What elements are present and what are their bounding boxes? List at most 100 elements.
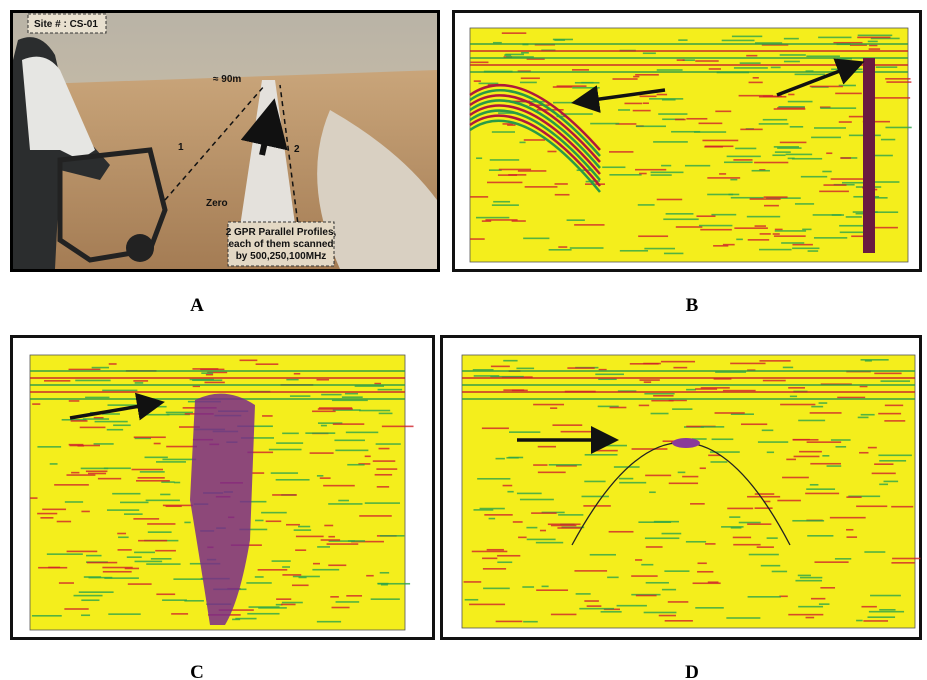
reflection-band [879, 609, 895, 611]
reflection-band [552, 424, 582, 426]
reflection-band [333, 423, 364, 425]
reflection-band [662, 99, 676, 101]
reflection-band [651, 174, 672, 176]
reflection-band [719, 173, 726, 175]
reflection-band [686, 541, 706, 543]
reflection-band [664, 570, 689, 572]
reflection-band [483, 568, 506, 570]
reflection-band [609, 174, 641, 176]
reflection-band [831, 178, 866, 180]
reflection-band [839, 121, 852, 123]
reflection-band [299, 577, 307, 579]
reflection-band [885, 127, 911, 129]
reflection-band [771, 67, 781, 69]
reflection-band [37, 446, 61, 448]
reflection-band [380, 535, 404, 537]
reflection-band [359, 410, 390, 412]
reflection-band [618, 109, 630, 111]
reflection-band [156, 461, 186, 463]
reflection-band [733, 159, 752, 161]
reflection-band [733, 537, 751, 539]
reflection-band [81, 468, 108, 470]
reflection-band [342, 396, 363, 398]
reflection-band [266, 520, 282, 522]
reflection-band [558, 246, 567, 248]
reflection-band [802, 229, 811, 231]
reflection-band [645, 475, 671, 477]
reflection-band [151, 558, 172, 560]
reflection-band [87, 562, 117, 564]
reflection-band [678, 472, 686, 474]
reflection-band [878, 454, 911, 456]
reflection-band [542, 586, 549, 588]
reflection-band [276, 479, 310, 481]
reflection-band [550, 407, 557, 409]
reflection-band [644, 381, 651, 383]
reflection-band [587, 605, 602, 607]
reflection-band [70, 445, 100, 447]
reflection-band [184, 522, 190, 524]
reflection-band [256, 363, 279, 365]
reflection-band [753, 77, 759, 79]
reflection-band [365, 502, 400, 504]
reflection-band [503, 360, 517, 362]
reflection-band [200, 369, 224, 371]
reflection-band [294, 529, 311, 531]
reflection-band [81, 614, 90, 616]
reflection-band [879, 484, 888, 486]
reflection-band [538, 472, 566, 474]
reflection-band [321, 425, 327, 427]
reflection-band [479, 83, 499, 85]
reflection-band [132, 469, 164, 471]
reflection-band [698, 562, 707, 564]
reflection-band [138, 540, 167, 542]
reflection-band [523, 238, 549, 240]
reflection-band [30, 497, 37, 499]
reflection-band [381, 584, 388, 586]
reflection-band [378, 389, 403, 391]
reflection-band [375, 474, 392, 476]
reflection-band [88, 473, 106, 475]
reflection-band [540, 530, 546, 532]
reflection-band [345, 393, 358, 395]
reflection-band [705, 543, 715, 545]
reflection-band [124, 513, 143, 515]
reflection-band [47, 553, 83, 555]
reflection-band [810, 86, 843, 88]
reflection-band [835, 446, 846, 448]
reflection-band [533, 404, 564, 406]
reflection-band [759, 249, 792, 251]
reflection-band [619, 478, 633, 480]
reflection-band [201, 372, 213, 374]
reflection-band [524, 139, 545, 141]
reflection-band [822, 171, 831, 173]
reflection-band [513, 521, 523, 523]
reflection-band [485, 219, 517, 221]
reflection-band [856, 620, 863, 622]
reflection-band [282, 433, 299, 435]
reflection-band [705, 146, 734, 148]
reflection-band [272, 560, 291, 562]
reflection-band [317, 621, 341, 623]
reflection-band [818, 37, 851, 39]
reflection-band [639, 173, 647, 175]
reflection-band [874, 463, 893, 465]
reflection-band [346, 595, 362, 597]
reflection-band [715, 412, 745, 414]
reflection-band [493, 201, 510, 203]
reflection-band [711, 214, 736, 216]
reflection-band [597, 445, 627, 447]
reflection-band [521, 52, 529, 54]
reflection-band [336, 601, 360, 603]
reflection-band [773, 233, 780, 235]
surface-band [470, 50, 908, 52]
reflection-band [312, 569, 339, 571]
reflection-band [835, 93, 862, 95]
reflection-band [638, 235, 668, 237]
reflection-band [872, 473, 896, 475]
reflection-band [722, 40, 755, 42]
reflection-band [864, 551, 885, 553]
reflection-band [526, 527, 537, 529]
reflection-band [832, 214, 844, 216]
reflection-band [44, 380, 70, 382]
